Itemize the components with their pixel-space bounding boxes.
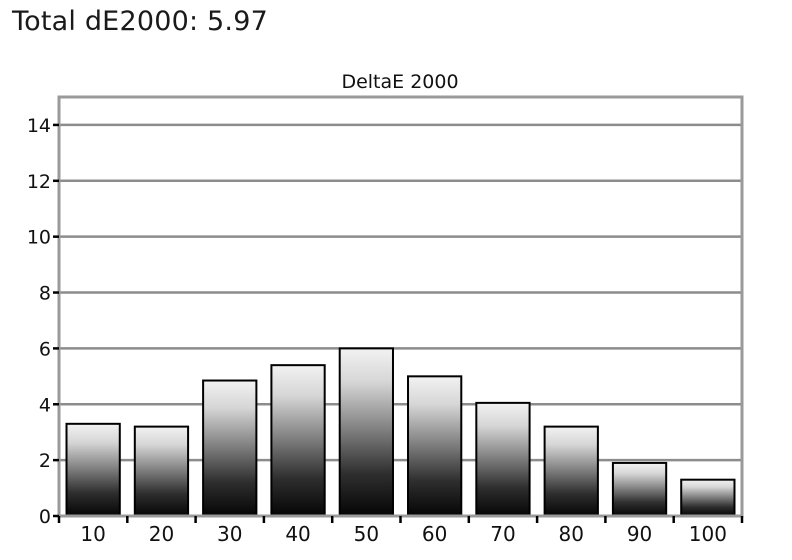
y-tick-label: 4 <box>39 394 51 416</box>
x-tick-label: 90 <box>627 522 652 546</box>
bar-60 <box>407 375 463 518</box>
x-tick-label: 70 <box>490 522 515 546</box>
page-title: Total dE2000: 5.97 <box>12 6 268 37</box>
x-tick-label: 30 <box>217 522 242 546</box>
x-tick-label: 50 <box>354 522 379 546</box>
bar-10 <box>65 422 121 518</box>
y-tick-label: 10 <box>27 227 51 249</box>
x-tick-label: 10 <box>80 522 105 546</box>
bar-100 <box>680 478 736 518</box>
bar-50 <box>338 347 394 517</box>
chart-title: DeltaE 2000 <box>341 71 458 93</box>
bar-30 <box>202 379 258 518</box>
bar-80 <box>543 425 599 518</box>
y-tick-label: 0 <box>39 506 51 528</box>
y-tick-label: 14 <box>27 115 51 137</box>
x-tick-label: 80 <box>559 522 584 546</box>
y-tick-label: 8 <box>39 283 51 305</box>
gridlines <box>59 123 742 462</box>
bar-40 <box>270 364 326 517</box>
y-axis: 0 2 4 6 8 10 12 14 <box>27 115 59 528</box>
x-tick-label: 40 <box>285 522 310 546</box>
x-tick-label: 20 <box>149 522 174 546</box>
y-tick-label: 12 <box>27 171 51 193</box>
x-axis: 10 20 30 40 50 60 70 80 90 100 <box>57 516 744 546</box>
y-tick-label: 2 <box>39 450 51 472</box>
x-tick-label: 60 <box>422 522 447 546</box>
bars <box>65 347 736 518</box>
x-tick-label: 100 <box>689 522 727 546</box>
bar-90 <box>611 461 668 517</box>
bar-20 <box>133 425 190 518</box>
y-tick-label: 6 <box>39 338 51 360</box>
bar-70 <box>475 401 531 517</box>
